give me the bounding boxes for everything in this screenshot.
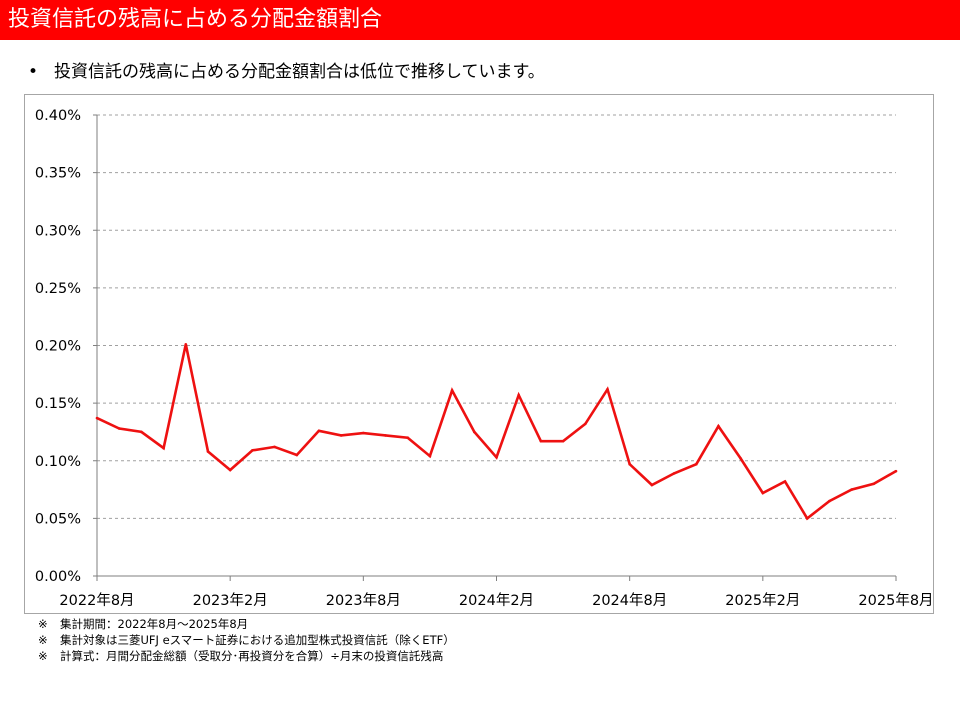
x-tick-label: 2022年8月 [59, 592, 134, 609]
data-point [339, 434, 343, 437]
x-tick-label: 2025年8月 [858, 592, 933, 609]
data-point [717, 424, 720, 428]
data-point [761, 491, 765, 495]
data-point [628, 462, 631, 466]
note-text: 集計対象は三菱UFJ eスマート証券における追加型株式投資信託（除くETF） [60, 633, 455, 647]
y-tick-label: 0.35% [35, 166, 81, 182]
data-point [362, 431, 365, 435]
data-point [539, 439, 543, 443]
note-mark: ※ [38, 633, 48, 647]
data-point [495, 455, 498, 459]
data-point [517, 393, 520, 397]
y-tick-label: 0.15% [35, 396, 81, 412]
data-point [805, 517, 809, 520]
data-point [783, 480, 787, 483]
bullet-symbol: • [28, 62, 39, 82]
summary-bullet: • 投資信託の残高に占める分配金額割合は低位で推移しています。 [28, 57, 545, 82]
data-point [828, 499, 831, 503]
data-point [228, 468, 232, 472]
page-title: 投資信託の残高に占める分配金額割合 [8, 7, 383, 32]
note-text: 集計期間：2022年8月～2025年8月 [60, 617, 249, 631]
x-tick-label: 2024年2月 [459, 592, 534, 609]
x-tick-label: 2023年8月 [326, 592, 401, 609]
series-line [96, 344, 897, 521]
note-mark: ※ [38, 617, 48, 631]
y-tick-label: 0.20% [35, 339, 81, 355]
data-point [894, 469, 898, 473]
data-point [251, 449, 254, 452]
data-point [473, 430, 476, 434]
note-text: 計算式：月間分配金総額（受取分･再投資分を合算）÷月末の投資信託残高 [60, 649, 444, 663]
data-point [583, 422, 587, 426]
data-point [739, 457, 742, 460]
y-tick-label: 0.05% [35, 511, 81, 527]
footnote-1: ※ 集計期間：2022年8月～2025年8月 [38, 616, 455, 632]
data-point [428, 454, 432, 458]
data-point [184, 343, 188, 346]
data-point [872, 482, 876, 486]
data-point [273, 445, 276, 449]
x-tick-label: 2024年8月 [592, 592, 667, 609]
line-chart: 0.00% 0.05% 0.10% 0.15% 0.20% 0.25% 0.30% 0.35%… [35, 108, 933, 609]
data-point [317, 429, 321, 433]
summary-text: 投資信託の残高に占める分配金額割合は低位で推移しています。 [54, 62, 545, 82]
data-point [561, 439, 565, 443]
footnote-3: ※ 計算式：月間分配金総額（受取分･再投資分を合算）÷月末の投資信託残高 [38, 648, 455, 664]
data-point [384, 434, 387, 437]
footnote-2: ※ 集計対象は三菱UFJ eスマート証券における追加型株式投資信託（除くETF） [38, 632, 455, 648]
y-tick-label: 0.00% [35, 569, 81, 585]
x-tick-label: 2023年2月 [193, 592, 268, 609]
data-point [694, 462, 698, 466]
data-point [406, 436, 410, 440]
data-point [117, 427, 121, 430]
y-tick-label: 0.25% [35, 281, 81, 297]
data-point [162, 446, 165, 450]
data-point [450, 389, 454, 392]
footnotes: ※ 集計期間：2022年8月～2025年8月 ※ 集計対象は三菱UFJ eスマート証… [38, 616, 455, 664]
data-point [140, 430, 143, 434]
title-bar: 投資信託の残高に占める分配金額割合 [0, 0, 960, 40]
chart-frame: 0.00% 0.05% 0.10% 0.15% 0.20% 0.25% 0.30% 0.35%… [24, 94, 934, 614]
data-point [606, 387, 609, 391]
y-tick-label: 0.40% [35, 108, 81, 124]
y-tick-label: 0.10% [35, 454, 81, 470]
data-point [206, 450, 210, 453]
y-tick-label: 0.30% [35, 223, 81, 239]
data-point [95, 416, 99, 420]
data-point [672, 472, 676, 475]
x-tick-label: 2025年2月 [725, 592, 800, 609]
data-point [650, 483, 654, 487]
note-mark: ※ [38, 649, 48, 663]
data-point [295, 453, 299, 457]
data-point [850, 488, 853, 491]
